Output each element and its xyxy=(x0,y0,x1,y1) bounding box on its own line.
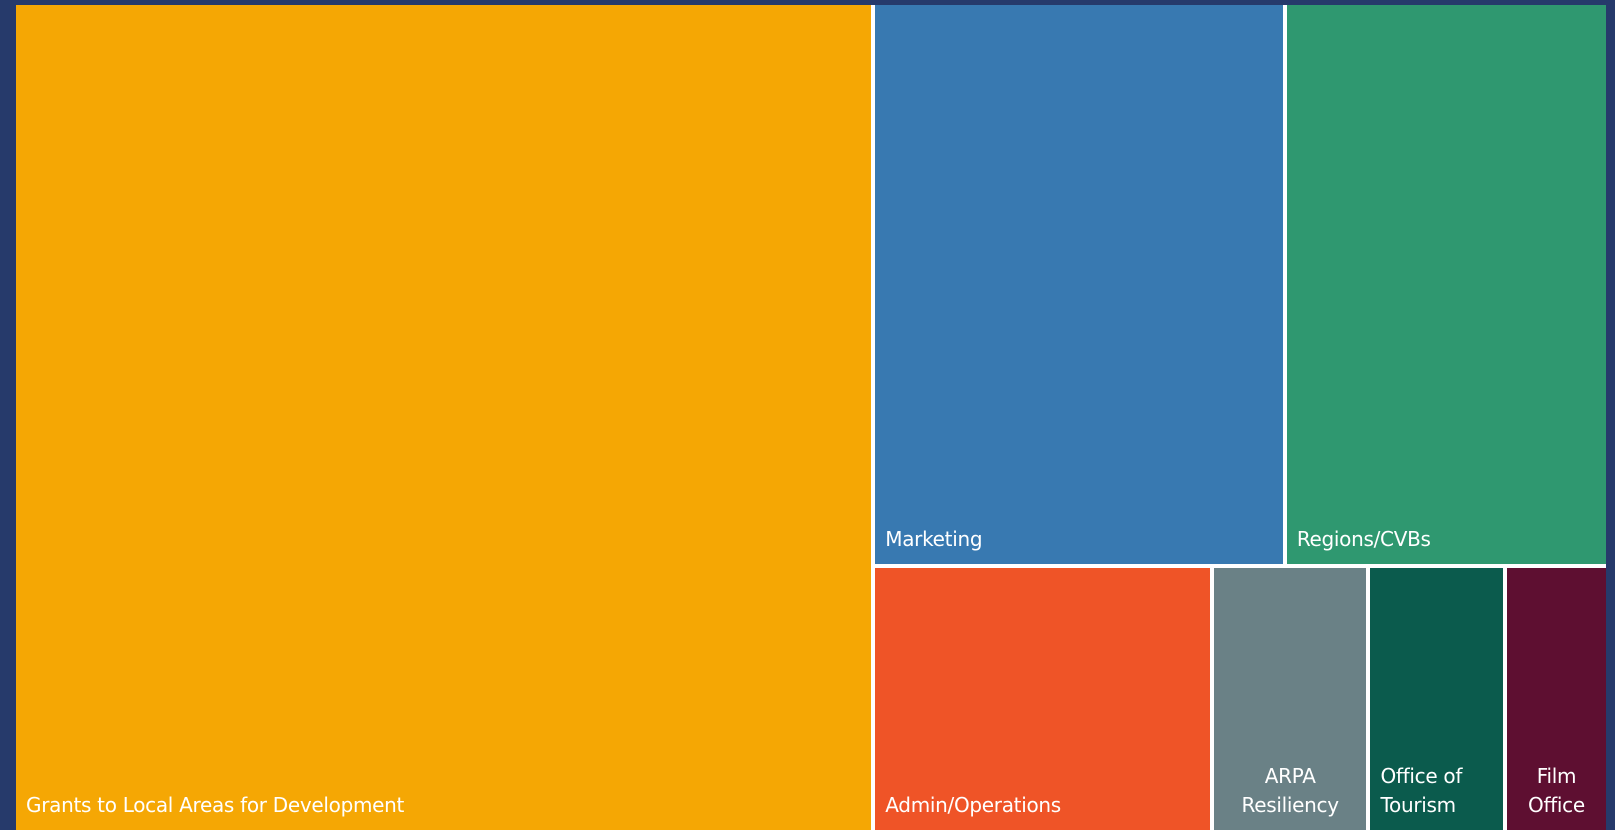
tile-label-film-office: Film Office xyxy=(1528,763,1585,817)
tile-office-of-tourism: Office of Tourism xyxy=(1370,567,1503,830)
tile-label-admin-operations: Admin/Operations xyxy=(885,792,1061,817)
tile-label-arpa-resiliency: ARPA Resiliency xyxy=(1241,763,1340,817)
tile-admin-operations: Admin/Operations xyxy=(875,567,1210,830)
treemap-chart: Grants to Local Areas for Development Ma… xyxy=(16,5,1606,830)
tile-grants-to-local-areas: Grants to Local Areas for Development xyxy=(16,5,872,830)
tile-marketing: Marketing xyxy=(875,5,1283,564)
tile-regions-cvbs: Regions/CVBs xyxy=(1286,5,1606,564)
tile-label-regions-cvbs: Regions/CVBs xyxy=(1296,526,1431,551)
tile-label-office-of-tourism: Office of Tourism xyxy=(1380,763,1463,817)
tile-arpa-resiliency: ARPA Resiliency xyxy=(1213,567,1367,830)
tile-film-office: Film Office xyxy=(1506,567,1606,830)
tile-label-grants-to-local-areas: Grants to Local Areas for Development xyxy=(26,793,405,817)
tile-label-marketing: Marketing xyxy=(885,526,983,551)
